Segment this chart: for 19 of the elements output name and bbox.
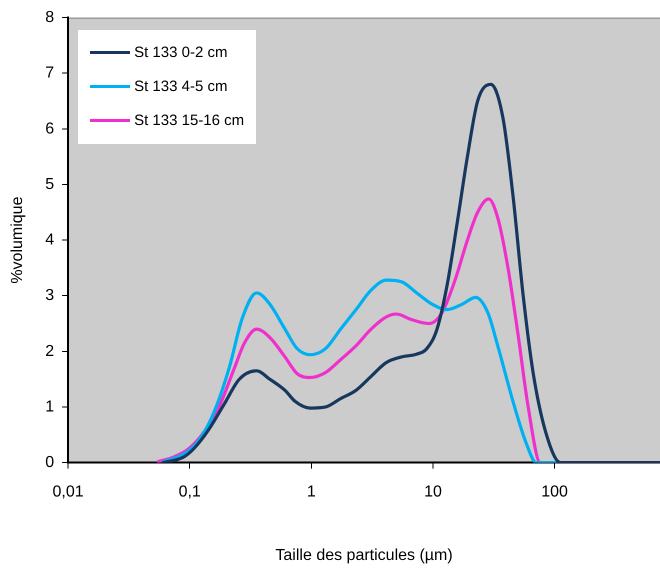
x-tick-label: 10 bbox=[424, 484, 442, 501]
y-tick-label: 3 bbox=[45, 287, 54, 304]
y-tick-label: 5 bbox=[45, 176, 54, 193]
x-tick-label: 0,1 bbox=[178, 484, 201, 501]
y-tick-label: 0 bbox=[45, 454, 54, 472]
legend-label: St 133 15-16 cm bbox=[134, 112, 244, 130]
x-tick-label: 1 bbox=[306, 484, 316, 501]
y-axis-title: %volumique bbox=[9, 196, 26, 284]
y-tick-label: 6 bbox=[45, 120, 54, 138]
y-tick-label: 2 bbox=[45, 342, 54, 360]
legend-label: St 133 4-5 cm bbox=[134, 78, 228, 96]
x-tick-label: 0,01 bbox=[52, 484, 84, 501]
y-tick-label: 7 bbox=[45, 64, 54, 82]
x-axis-title: Taille des particules (µm) bbox=[275, 546, 453, 564]
y-tick-label: 1 bbox=[45, 398, 54, 416]
x-tick-label: 100 bbox=[541, 484, 568, 501]
legend-label: St 133 0-2 cm bbox=[134, 44, 228, 62]
y-tick-label: 4 bbox=[45, 232, 54, 249]
y-tick-label: 8 bbox=[45, 9, 54, 26]
